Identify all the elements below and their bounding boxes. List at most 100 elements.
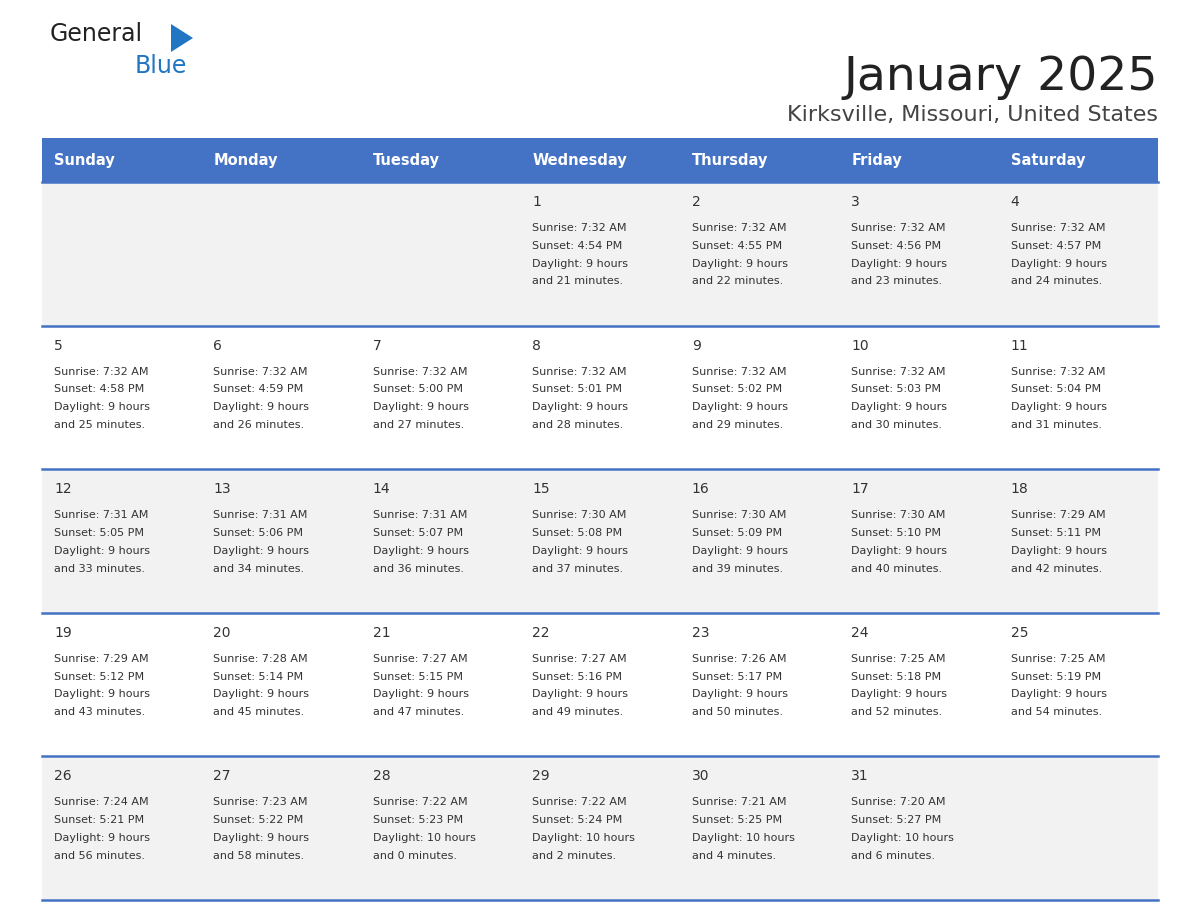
Bar bbox=[520, 138, 680, 182]
Text: Sunrise: 7:32 AM: Sunrise: 7:32 AM bbox=[373, 366, 467, 376]
Text: and 25 minutes.: and 25 minutes. bbox=[53, 420, 145, 430]
Text: Sunset: 5:21 PM: Sunset: 5:21 PM bbox=[53, 815, 144, 825]
Text: and 52 minutes.: and 52 minutes. bbox=[851, 707, 942, 717]
Text: Sunset: 5:27 PM: Sunset: 5:27 PM bbox=[851, 815, 941, 825]
Text: Sunset: 5:15 PM: Sunset: 5:15 PM bbox=[373, 672, 463, 681]
Text: and 49 minutes.: and 49 minutes. bbox=[532, 707, 624, 717]
Text: Sunrise: 7:25 AM: Sunrise: 7:25 AM bbox=[1011, 654, 1105, 664]
Text: 28: 28 bbox=[373, 769, 391, 783]
Text: and 37 minutes.: and 37 minutes. bbox=[532, 564, 624, 574]
Text: 6: 6 bbox=[214, 339, 222, 353]
Text: Sunrise: 7:32 AM: Sunrise: 7:32 AM bbox=[1011, 366, 1105, 376]
Text: Sunset: 5:02 PM: Sunset: 5:02 PM bbox=[691, 385, 782, 395]
Text: and 54 minutes.: and 54 minutes. bbox=[1011, 707, 1101, 717]
Bar bbox=[361, 182, 520, 326]
Text: and 24 minutes.: and 24 minutes. bbox=[1011, 276, 1101, 286]
Text: and 27 minutes.: and 27 minutes. bbox=[373, 420, 465, 430]
Text: Sunrise: 7:30 AM: Sunrise: 7:30 AM bbox=[691, 510, 786, 521]
Text: Daylight: 9 hours: Daylight: 9 hours bbox=[532, 689, 628, 700]
Bar bbox=[680, 469, 839, 613]
Text: and 2 minutes.: and 2 minutes. bbox=[532, 851, 617, 861]
Text: Daylight: 9 hours: Daylight: 9 hours bbox=[373, 689, 469, 700]
Text: Daylight: 9 hours: Daylight: 9 hours bbox=[691, 402, 788, 412]
Text: Daylight: 9 hours: Daylight: 9 hours bbox=[532, 402, 628, 412]
Text: Thursday: Thursday bbox=[691, 152, 769, 167]
Text: 20: 20 bbox=[214, 626, 230, 640]
Text: General: General bbox=[50, 22, 143, 46]
Text: Sunset: 5:17 PM: Sunset: 5:17 PM bbox=[691, 672, 782, 681]
Text: Daylight: 10 hours: Daylight: 10 hours bbox=[532, 833, 636, 843]
Bar bbox=[839, 613, 999, 756]
Polygon shape bbox=[171, 24, 192, 52]
Bar bbox=[999, 613, 1158, 756]
Text: Daylight: 9 hours: Daylight: 9 hours bbox=[214, 833, 309, 843]
Bar bbox=[839, 182, 999, 326]
Text: Sunset: 5:10 PM: Sunset: 5:10 PM bbox=[851, 528, 941, 538]
Text: Tuesday: Tuesday bbox=[373, 152, 440, 167]
Bar bbox=[202, 613, 361, 756]
Text: Sunset: 4:56 PM: Sunset: 4:56 PM bbox=[851, 241, 941, 251]
Text: 21: 21 bbox=[373, 626, 391, 640]
Text: and 4 minutes.: and 4 minutes. bbox=[691, 851, 776, 861]
Bar bbox=[839, 756, 999, 900]
Bar bbox=[999, 326, 1158, 469]
Text: 24: 24 bbox=[851, 626, 868, 640]
Text: Sunrise: 7:24 AM: Sunrise: 7:24 AM bbox=[53, 798, 148, 808]
Text: and 58 minutes.: and 58 minutes. bbox=[214, 851, 304, 861]
Bar bbox=[520, 613, 680, 756]
Text: 7: 7 bbox=[373, 339, 381, 353]
Text: Daylight: 9 hours: Daylight: 9 hours bbox=[1011, 546, 1106, 555]
Text: 31: 31 bbox=[851, 769, 868, 783]
Text: Sunset: 5:08 PM: Sunset: 5:08 PM bbox=[532, 528, 623, 538]
Text: 17: 17 bbox=[851, 482, 868, 497]
Text: 2: 2 bbox=[691, 195, 701, 209]
Text: Sunrise: 7:32 AM: Sunrise: 7:32 AM bbox=[53, 366, 148, 376]
Text: Kirksville, Missouri, United States: Kirksville, Missouri, United States bbox=[786, 105, 1158, 125]
Text: Sunrise: 7:29 AM: Sunrise: 7:29 AM bbox=[53, 654, 148, 664]
Text: Daylight: 9 hours: Daylight: 9 hours bbox=[53, 833, 150, 843]
Text: and 34 minutes.: and 34 minutes. bbox=[214, 564, 304, 574]
Text: Sunset: 5:16 PM: Sunset: 5:16 PM bbox=[532, 672, 623, 681]
Bar bbox=[999, 756, 1158, 900]
Text: Wednesday: Wednesday bbox=[532, 152, 627, 167]
Bar bbox=[202, 756, 361, 900]
Text: and 47 minutes.: and 47 minutes. bbox=[373, 707, 465, 717]
Bar bbox=[999, 182, 1158, 326]
Text: Sunset: 4:54 PM: Sunset: 4:54 PM bbox=[532, 241, 623, 251]
Text: and 33 minutes.: and 33 minutes. bbox=[53, 564, 145, 574]
Bar bbox=[202, 469, 361, 613]
Text: Sunrise: 7:32 AM: Sunrise: 7:32 AM bbox=[691, 366, 786, 376]
Text: Sunset: 5:07 PM: Sunset: 5:07 PM bbox=[373, 528, 463, 538]
Text: Sunset: 4:57 PM: Sunset: 4:57 PM bbox=[1011, 241, 1101, 251]
Text: and 42 minutes.: and 42 minutes. bbox=[1011, 564, 1101, 574]
Text: Sunset: 5:03 PM: Sunset: 5:03 PM bbox=[851, 385, 941, 395]
Text: and 36 minutes.: and 36 minutes. bbox=[373, 564, 463, 574]
Text: Sunrise: 7:26 AM: Sunrise: 7:26 AM bbox=[691, 654, 786, 664]
Text: Daylight: 9 hours: Daylight: 9 hours bbox=[851, 689, 947, 700]
Text: and 40 minutes.: and 40 minutes. bbox=[851, 564, 942, 574]
Text: Sunset: 5:14 PM: Sunset: 5:14 PM bbox=[214, 672, 304, 681]
Text: Sunrise: 7:25 AM: Sunrise: 7:25 AM bbox=[851, 654, 946, 664]
Text: 13: 13 bbox=[214, 482, 230, 497]
Text: 30: 30 bbox=[691, 769, 709, 783]
Text: Daylight: 9 hours: Daylight: 9 hours bbox=[214, 546, 309, 555]
Text: Daylight: 9 hours: Daylight: 9 hours bbox=[691, 689, 788, 700]
Text: and 0 minutes.: and 0 minutes. bbox=[373, 851, 457, 861]
Text: Sunrise: 7:31 AM: Sunrise: 7:31 AM bbox=[214, 510, 308, 521]
Text: Sunrise: 7:32 AM: Sunrise: 7:32 AM bbox=[851, 366, 946, 376]
Bar bbox=[680, 138, 839, 182]
Bar bbox=[42, 469, 202, 613]
Text: Daylight: 10 hours: Daylight: 10 hours bbox=[373, 833, 475, 843]
Text: Sunrise: 7:27 AM: Sunrise: 7:27 AM bbox=[373, 654, 468, 664]
Text: Sunset: 5:05 PM: Sunset: 5:05 PM bbox=[53, 528, 144, 538]
Text: Daylight: 9 hours: Daylight: 9 hours bbox=[214, 402, 309, 412]
Bar bbox=[839, 469, 999, 613]
Bar bbox=[520, 326, 680, 469]
Text: Sunrise: 7:22 AM: Sunrise: 7:22 AM bbox=[532, 798, 627, 808]
Bar bbox=[42, 756, 202, 900]
Text: Daylight: 9 hours: Daylight: 9 hours bbox=[851, 259, 947, 269]
Text: Sunrise: 7:29 AM: Sunrise: 7:29 AM bbox=[1011, 510, 1105, 521]
Text: 27: 27 bbox=[214, 769, 230, 783]
Bar bbox=[202, 182, 361, 326]
Text: Sunset: 5:22 PM: Sunset: 5:22 PM bbox=[214, 815, 304, 825]
